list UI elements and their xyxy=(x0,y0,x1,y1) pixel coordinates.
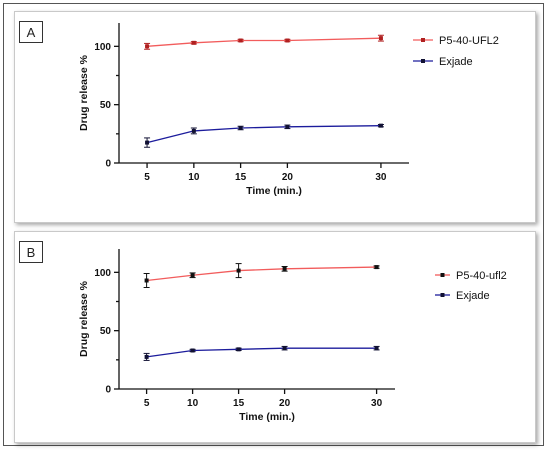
data-point xyxy=(238,38,243,43)
x-tick-label: 20 xyxy=(279,398,291,409)
x-tick-label: 20 xyxy=(282,172,294,183)
x-tick-label: 5 xyxy=(144,398,150,409)
data-point xyxy=(282,266,287,271)
x-axis-title: Time (min.) xyxy=(246,185,302,197)
data-point xyxy=(145,140,150,145)
legend-marker xyxy=(440,273,445,277)
data-point xyxy=(190,348,195,353)
series-line-1 xyxy=(146,125,381,144)
x-tick-label: 10 xyxy=(187,398,199,409)
y-tick-label: 0 xyxy=(105,385,111,396)
data-point xyxy=(145,44,150,49)
panel-label-a: A xyxy=(19,21,43,43)
series-line-0 xyxy=(146,266,377,282)
legend-marker xyxy=(421,38,425,42)
data-point xyxy=(282,346,287,351)
legend-label: P5-40-ufl2 xyxy=(456,270,507,282)
data-point xyxy=(190,273,195,278)
panel-a: A 0 50 100 5 10 15 20 30 Time (min.) Drug release… xyxy=(14,11,536,223)
data-point xyxy=(236,268,241,273)
x-axis-title: Time (min.) xyxy=(239,411,295,423)
y-tick-label: 100 xyxy=(94,42,111,53)
legend-marker xyxy=(440,293,445,297)
y-tick-label: 50 xyxy=(100,100,112,111)
chart-b: 0 50 100 5 10 15 20 30 Time (min.) Drug release %… xyxy=(78,249,507,423)
data-point xyxy=(191,40,196,45)
series-line-1 xyxy=(146,347,377,358)
data-point xyxy=(238,126,243,130)
data-point xyxy=(374,265,379,270)
x-tick-label: 5 xyxy=(144,172,150,183)
series-line-0 xyxy=(147,37,381,47)
legend-label: Exjade xyxy=(439,56,473,68)
x-tick-label: 15 xyxy=(233,398,245,409)
legend-label: Exjade xyxy=(456,290,490,302)
legend-label: P5-40-UFL2 xyxy=(439,35,499,47)
data-point xyxy=(285,124,290,129)
data-point xyxy=(191,128,196,133)
data-point xyxy=(378,36,383,41)
data-point xyxy=(144,278,149,283)
x-tick-label: 15 xyxy=(235,172,247,183)
x-tick-label: 30 xyxy=(375,172,387,183)
data-point xyxy=(236,347,241,352)
data-point xyxy=(144,354,149,359)
panel-label-b: B xyxy=(19,241,43,263)
x-tick-label: 30 xyxy=(371,398,383,409)
y-axis-title: Drug release % xyxy=(78,280,90,357)
x-tick-label: 10 xyxy=(188,172,200,183)
y-tick-label: 100 xyxy=(94,268,111,279)
data-point xyxy=(374,346,379,351)
y-tick-label: 50 xyxy=(100,326,112,337)
data-point xyxy=(378,123,383,128)
y-tick-label: 0 xyxy=(105,159,111,170)
data-point xyxy=(285,38,290,43)
chart-a: 0 50 100 5 10 15 20 30 Time (min.) Drug release %… xyxy=(78,23,499,197)
y-axis-title: Drug release % xyxy=(78,54,90,131)
panel-b: B 0 50 100 5 10 15 20 30 Time (min.) Drug release… xyxy=(14,231,536,443)
legend-marker xyxy=(421,59,425,63)
